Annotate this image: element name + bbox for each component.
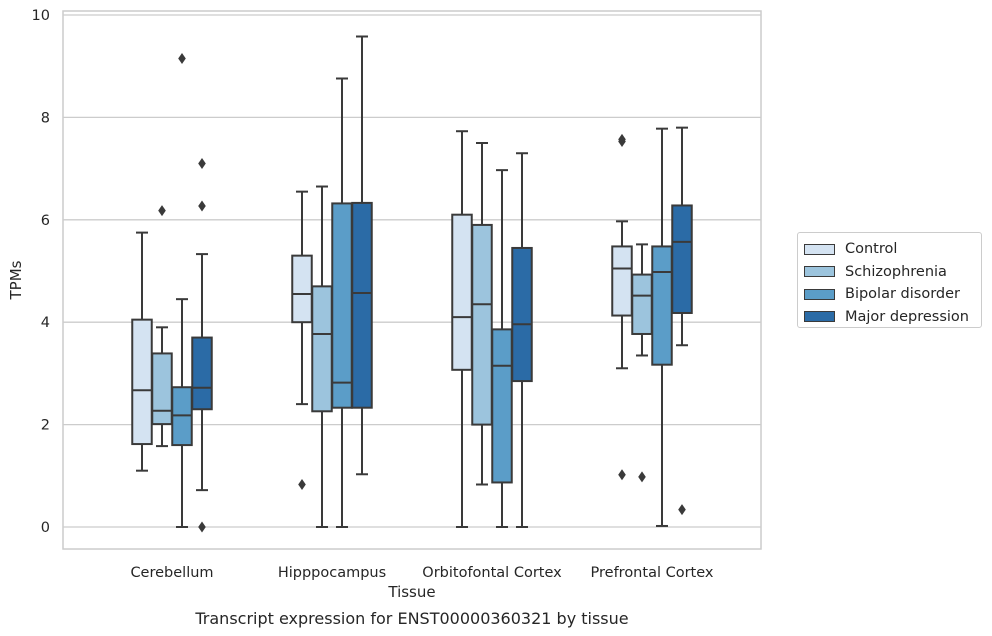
iqr-box	[351, 201, 373, 409]
box-plot	[611, 133, 633, 481]
box-plot	[491, 169, 513, 528]
legend: Control Schizophrenia Bipolar disorder Majo…	[797, 232, 982, 328]
legend-swatch	[804, 243, 835, 255]
legend-label: Bipolar disorder	[845, 286, 960, 303]
outlier-point	[198, 200, 206, 212]
box-plot	[511, 152, 533, 528]
iqr-box	[131, 318, 153, 446]
box-plot	[671, 126, 693, 516]
x-tick-label: Cerebellum	[130, 565, 213, 581]
legend-swatch	[804, 288, 835, 300]
legend-label: Major depression	[845, 308, 969, 325]
box-plot	[451, 130, 473, 528]
outlier-point	[638, 471, 646, 483]
legend-label: Schizophrenia	[845, 263, 947, 280]
iqr-box	[471, 223, 493, 426]
chart-caption: Transcript expression for ENST0000036032…	[194, 609, 628, 628]
outlier-point	[158, 205, 166, 217]
outlier-point	[198, 521, 206, 533]
outlier-point	[178, 53, 186, 65]
y-tick-label: 8	[41, 110, 50, 126]
y-tick-label: 2	[41, 418, 50, 434]
x-tick-label: Prefrontal Cortex	[591, 565, 714, 581]
box-plot	[191, 157, 213, 533]
legend-item: Bipolar disorder	[804, 283, 981, 306]
iqr-box	[311, 285, 333, 413]
box-layer	[131, 35, 693, 533]
y-tick-label: 10	[32, 8, 50, 24]
tick-layer: 0 2 4 6 8 10 Cerebellum Hipppocampus Orbitofonta…	[32, 8, 714, 581]
y-tick-label: 0	[41, 520, 50, 536]
iqr-box	[151, 352, 173, 426]
legend-item: Schizophrenia	[804, 261, 981, 284]
plot-frame	[62, 10, 762, 550]
box-plot	[291, 190, 313, 491]
box-plot	[151, 205, 173, 448]
box-plot	[351, 35, 373, 476]
box-plot	[631, 243, 653, 483]
y-tick-label: 4	[41, 315, 50, 331]
iqr-box	[331, 202, 353, 409]
iqr-box	[611, 245, 633, 317]
outlier-point	[618, 469, 626, 481]
legend-item: Major depression	[804, 306, 981, 329]
x-axis-label: Tissue	[387, 583, 435, 601]
box-plot	[131, 231, 153, 472]
iqr-box	[651, 245, 673, 366]
box-plot	[311, 185, 333, 528]
box-plot	[331, 77, 353, 528]
legend-swatch	[804, 311, 835, 323]
iqr-box	[631, 273, 653, 335]
iqr-box	[191, 336, 213, 411]
outlier-point	[298, 479, 306, 491]
y-tick-label: 6	[41, 213, 50, 229]
x-tick-label: Orbitofontal Cortex	[422, 565, 562, 581]
box-plot	[171, 53, 193, 528]
box-plot	[651, 127, 673, 527]
iqr-box	[451, 213, 473, 371]
legend-swatch	[804, 266, 835, 278]
legend-label: Control	[845, 241, 898, 258]
box-plot	[471, 142, 493, 486]
iqr-box	[671, 204, 693, 314]
outlier-point	[678, 504, 686, 516]
outlier-point	[198, 157, 206, 169]
iqr-box	[511, 246, 533, 383]
y-axis-label: TPMs	[7, 260, 25, 300]
outlier-point	[618, 133, 626, 145]
x-tick-label: Hipppocampus	[278, 565, 386, 581]
legend-item: Control	[804, 238, 981, 261]
iqr-box	[291, 254, 313, 324]
iqr-box	[491, 328, 513, 484]
